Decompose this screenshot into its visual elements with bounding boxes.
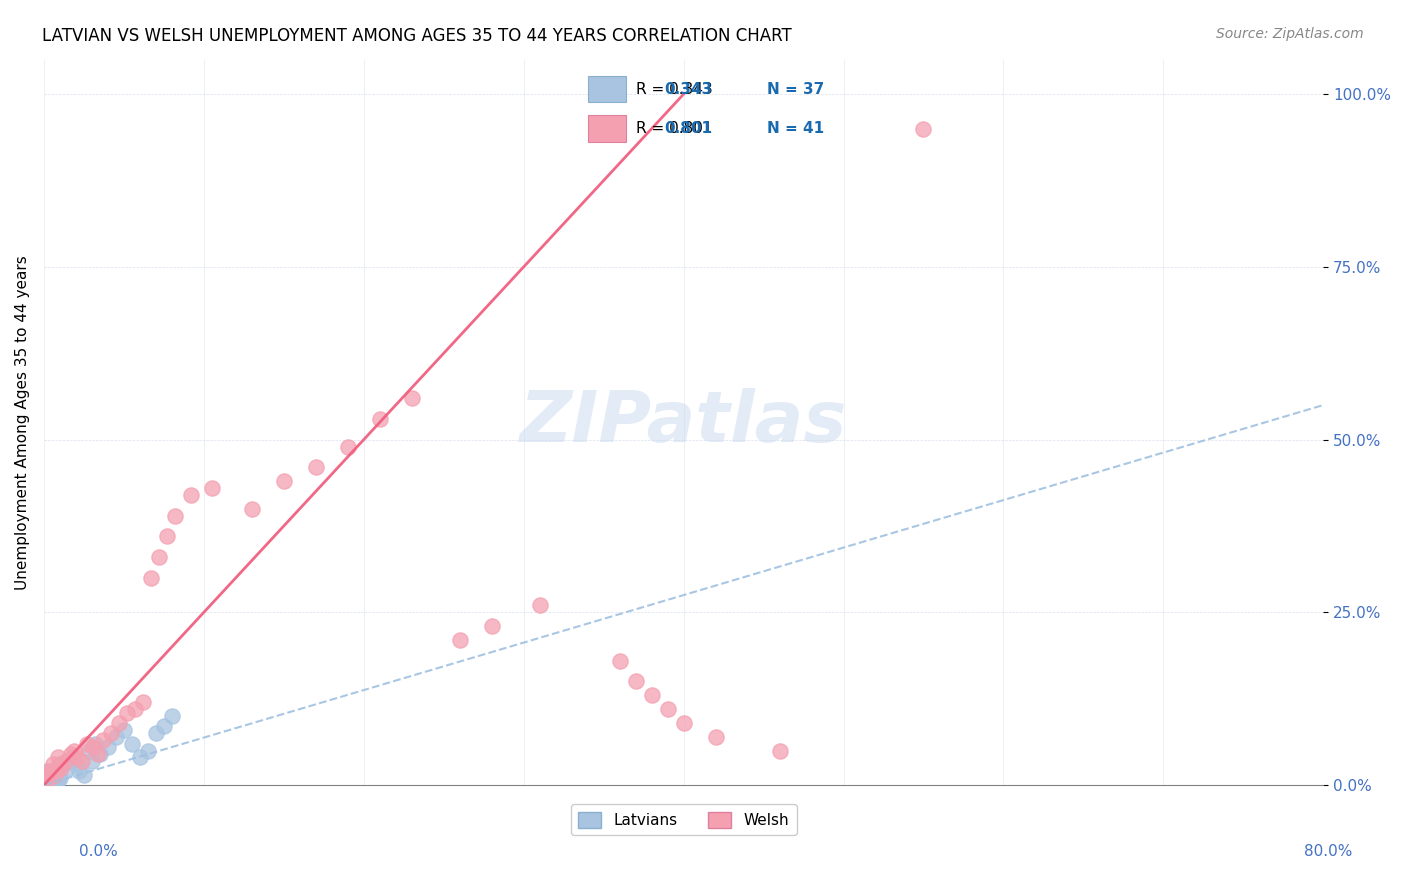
Point [368,412,391,426]
Text: LATVIAN VS WELSH UNEMPLOYMENT AMONG AGES 35 TO 44 YEARS CORRELATION CHART: LATVIAN VS WELSH UNEMPLOYMENT AMONG AGES… [42,27,792,45]
Text: Source: ZipAtlas.com: Source: ZipAtlas.com [1216,27,1364,41]
Point [45,764,67,779]
Point [56,761,79,775]
Point [180,488,202,502]
Point [67,764,90,779]
Point [41,764,63,779]
Point [52,757,75,772]
Point [44,768,66,782]
Text: ZIPatlas: ZIPatlas [520,388,848,457]
Point [136,743,159,757]
Point [121,737,143,751]
Point [51,761,73,775]
Point [72,754,94,768]
Point [768,743,790,757]
Point [62,750,84,764]
Point [128,750,150,764]
Point [201,481,224,495]
Point [38,764,60,779]
Point [87,747,110,761]
Point [35,768,58,782]
Point [76,737,98,751]
Point [38,771,60,785]
Point [45,774,67,789]
Point [39,774,62,789]
Legend: Latvians, Welsh: Latvians, Welsh [571,805,797,836]
Point [124,702,146,716]
Point [89,747,111,761]
Point [104,730,127,744]
Point [132,695,155,709]
Point [39,768,62,782]
Point [51,757,73,772]
Point [139,571,162,585]
Point [704,730,727,744]
Point [112,723,135,737]
Point [38,771,60,785]
Point [46,750,69,764]
Point [42,764,65,779]
Point [240,501,263,516]
Point [34,768,56,782]
Point [609,654,631,668]
Point [449,632,471,647]
Point [80,754,103,768]
Point [145,726,167,740]
Point [63,743,86,757]
Text: 80.0%: 80.0% [1305,845,1353,859]
Point [60,747,83,761]
Point [401,391,423,405]
Point [77,743,100,757]
Point [42,757,65,772]
Point [73,768,96,782]
Point [41,771,63,785]
Point [148,550,170,565]
Text: 0.0%: 0.0% [79,845,118,859]
Point [912,121,935,136]
Point [100,726,122,740]
Point [49,757,72,772]
Point [481,619,503,633]
Point [672,715,695,730]
Point [84,737,107,751]
Point [38,774,60,789]
Point [49,761,72,775]
Point [624,674,647,689]
Point [336,440,359,454]
Point [163,508,186,523]
Point [41,768,63,782]
Point [108,715,131,730]
Point [529,599,551,613]
Point [91,733,114,747]
Point [49,771,72,785]
Point [34,774,56,789]
Point [82,740,104,755]
Point [66,750,89,764]
Y-axis label: Unemployment Among Ages 35 to 44 years: Unemployment Among Ages 35 to 44 years [15,255,30,590]
Point [156,529,179,543]
Point [65,757,87,772]
Point [273,474,295,488]
Point [160,709,183,723]
Point [35,764,58,779]
Point [115,706,138,720]
Point [44,768,66,782]
Point [640,688,662,702]
Point [55,754,77,768]
Point [657,702,679,716]
Point [305,460,328,475]
Point [35,771,58,785]
Point [34,774,56,789]
Point [97,740,120,755]
Point [46,761,69,775]
Point [153,719,176,733]
Point [46,771,69,785]
